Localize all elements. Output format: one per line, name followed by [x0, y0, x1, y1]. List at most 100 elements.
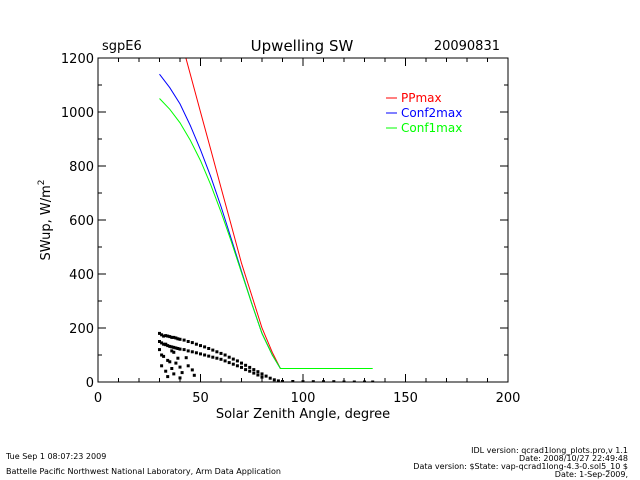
observed-point: [244, 368, 248, 372]
observed-point: [248, 369, 252, 373]
observed-point: [182, 338, 186, 342]
x-tick-label: 100: [291, 391, 316, 406]
observed-point: [192, 373, 196, 377]
observed-point: [215, 350, 219, 354]
observed-point: [260, 372, 264, 376]
x-axis-label: Solar Zenith Angle, degree: [216, 407, 390, 422]
y-axis-label: SWup, W/m2: [37, 179, 54, 260]
y-axis-label-superscript: 2: [37, 179, 47, 185]
x-tick-label: 150: [393, 391, 418, 406]
observed-point: [332, 380, 336, 382]
observed-points: [158, 331, 375, 382]
observed-point: [162, 354, 166, 358]
observed-point: [176, 337, 180, 341]
observed-point: [207, 347, 211, 350]
observed-point: [160, 333, 164, 337]
x-tick-label: 50: [192, 391, 209, 406]
legend-label-conf2max: Conf2max: [401, 106, 462, 120]
series-line-conf2max: [159, 73, 281, 369]
observed-point: [227, 355, 231, 359]
observed-point: [162, 334, 166, 338]
observed-point: [215, 356, 219, 360]
footer-file-date: Date: 2008/10/27 22:49:48: [519, 454, 628, 463]
chart-title: Upwelling SW: [251, 37, 354, 55]
observed-point: [166, 358, 170, 362]
observed-point: [231, 357, 235, 361]
observed-point: [178, 365, 182, 369]
observed-point: [170, 345, 174, 349]
observed-point: [178, 376, 182, 380]
observed-point: [158, 340, 161, 343]
y-tick-label: 800: [69, 160, 94, 175]
observed-point: [199, 352, 202, 356]
observed-point: [219, 357, 223, 361]
observed-point: [199, 344, 202, 348]
y-tick-label: 1200: [61, 52, 94, 67]
observed-point: [248, 365, 252, 369]
observed-point: [244, 363, 248, 367]
observed-point: [166, 344, 170, 348]
observed-point: [190, 368, 194, 372]
observed-point: [180, 371, 184, 375]
y-tick-label: 1000: [61, 106, 94, 121]
observed-point: [158, 348, 161, 352]
observed-point: [186, 364, 190, 368]
y-tick-label: 600: [69, 214, 94, 229]
observed-point: [203, 353, 207, 357]
x-tick-label: 200: [496, 391, 521, 406]
observed-point: [291, 380, 295, 382]
observed-point: [172, 335, 176, 339]
observed-point: [176, 356, 180, 360]
footer-idl-version: IDL version: qcrad1long_plots.pro,v 1.1: [471, 446, 628, 455]
observed-point: [371, 380, 375, 382]
observed-point: [235, 364, 239, 368]
observed-point: [186, 340, 190, 343]
observed-point: [166, 375, 170, 379]
observed-point: [190, 350, 194, 354]
observed-point: [170, 367, 174, 370]
observed-point: [223, 353, 227, 357]
observed-point: [272, 378, 276, 382]
footer-organization: Battelle Pacific Northwest National Labo…: [6, 467, 281, 476]
observed-point: [190, 341, 194, 345]
observed-point: [252, 371, 256, 375]
observed-point: [158, 331, 161, 335]
observed-point: [168, 360, 172, 364]
observed-point: [176, 347, 180, 350]
observed-point: [172, 345, 176, 349]
observed-point: [227, 361, 231, 365]
observed-point: [166, 334, 170, 338]
legend-label-ppmax: PPmax: [401, 91, 442, 105]
observed-point: [186, 349, 190, 353]
observed-point: [170, 349, 174, 353]
observed-point: [184, 356, 188, 360]
observed-point: [162, 342, 166, 346]
observed-point: [164, 342, 168, 346]
observed-point: [352, 380, 356, 382]
observed-point: [256, 370, 260, 374]
observed-point: [172, 350, 176, 354]
observed-point: [311, 380, 315, 382]
series-line-conf1max: [159, 98, 373, 369]
observed-point: [211, 355, 215, 359]
x-tick-label: 0: [94, 391, 102, 406]
chart-date: 20090831: [434, 39, 500, 54]
observed-point: [219, 351, 223, 355]
observed-point: [207, 354, 211, 358]
observed-point: [256, 373, 260, 377]
observed-point: [194, 351, 198, 355]
observed-point: [168, 335, 172, 339]
y-tick-label: 0: [86, 376, 94, 391]
observed-point: [160, 364, 164, 368]
observed-point: [240, 365, 243, 369]
observed-point: [260, 375, 264, 379]
observed-point: [264, 374, 268, 378]
footer-run-date: Date: 1-Sep-2009,: [554, 470, 628, 479]
observed-point: [172, 372, 176, 376]
footer-timestamp: Tue Sep 1 08:07:23 2009: [6, 452, 107, 461]
observed-point: [164, 369, 168, 373]
observed-point: [178, 347, 182, 351]
observed-point: [170, 335, 174, 339]
observed-point: [211, 348, 215, 352]
